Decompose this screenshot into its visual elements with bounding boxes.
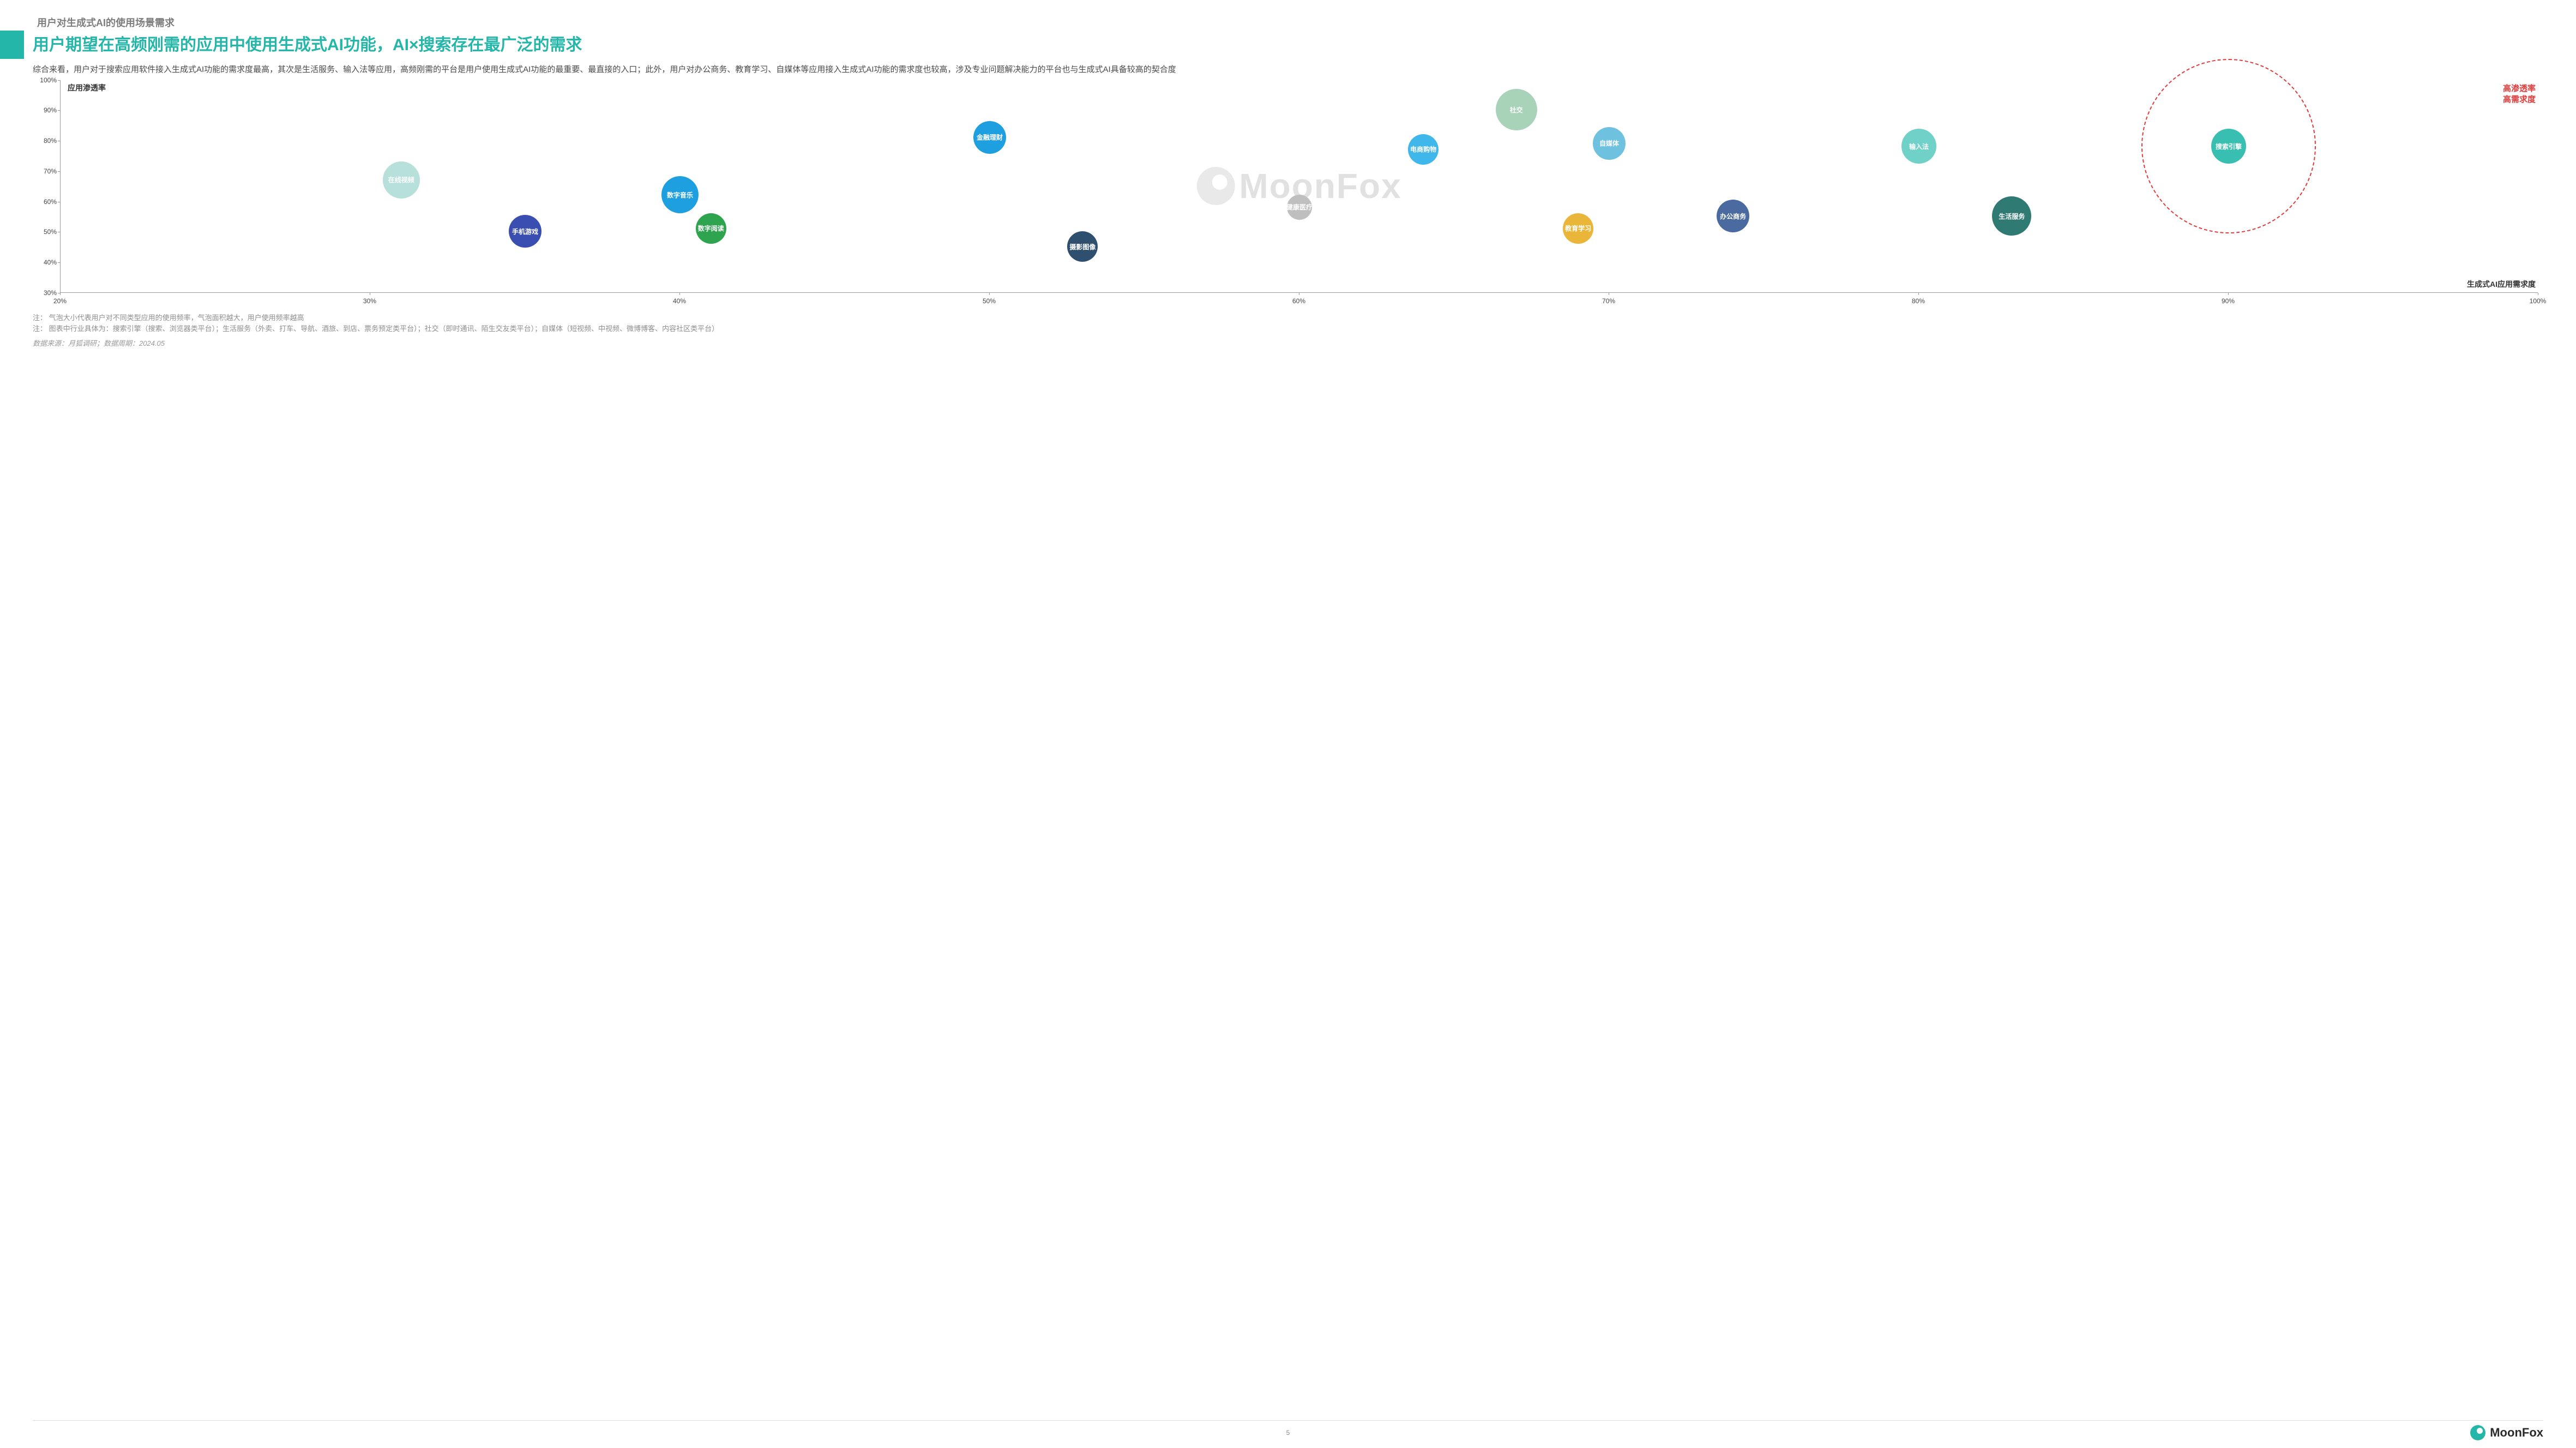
bubble-数字阅读: 数字阅读	[696, 213, 726, 244]
footer: 5 MoonFox	[33, 1420, 2543, 1440]
page-number: 5	[1286, 1429, 1290, 1437]
highlight-label: 高渗透率高需求度	[2503, 83, 2536, 106]
main-title: 用户期望在高频刚需的应用中使用生成式AI功能，AI×搜索存在最广泛的需求	[33, 35, 2543, 56]
bubble-chart: 应用渗透率 生成式AI应用需求度 MoonFox 高渗透率高需求度在线视频手机游…	[33, 80, 2543, 309]
y-tick-label: 50%	[38, 228, 57, 236]
x-tick-label: 100%	[2530, 297, 2547, 305]
bubble-摄影图像: 摄影图像	[1067, 231, 1098, 262]
bubble-数字音乐: 数字音乐	[661, 176, 699, 213]
brand-text: MoonFox	[2490, 1426, 2543, 1440]
y-tick-label: 100%	[38, 76, 57, 84]
x-tick-label: 90%	[2222, 297, 2235, 305]
y-tick-label: 80%	[38, 137, 57, 145]
x-tick-label: 60%	[1292, 297, 1305, 305]
x-tick-label: 30%	[363, 297, 376, 305]
brand-icon	[2470, 1425, 2485, 1440]
x-tick-label: 50%	[983, 297, 996, 305]
footnotes: 注： 气泡大小代表用户对不同类型应用的使用频率，气泡面积越大，用户使用频率越高 …	[33, 313, 2543, 334]
bubble-手机游戏: 手机游戏	[509, 215, 541, 248]
footnote-2: 注： 图表中行业具体为：搜索引擎（搜索、浏览器类平台）；生活服务（外卖、打车、导…	[33, 323, 2543, 334]
brand-logo: MoonFox	[2470, 1425, 2543, 1440]
bubble-自媒体: 自媒体	[1593, 127, 1626, 160]
watermark-icon	[1196, 167, 1235, 205]
bubble-输入法: 输入法	[1901, 129, 1936, 164]
y-tick-label: 90%	[38, 106, 57, 114]
x-tick-label: 80%	[1912, 297, 1925, 305]
bubble-搜索引擎: 搜索引擎	[2211, 129, 2246, 164]
data-source: 数据来源：月狐调研；数据周期：2024.05	[33, 338, 2543, 348]
y-tick-label: 70%	[38, 167, 57, 175]
plot-area: MoonFox 高渗透率高需求度在线视频手机游戏 数字音乐数字阅读 金融理财摄影图像…	[60, 80, 2538, 293]
bubble-金融理财: 金融理财	[973, 121, 1006, 154]
accent-bar	[0, 31, 24, 59]
x-tick-label: 40%	[673, 297, 686, 305]
bubble-教育学习: 教育学习	[1563, 213, 1593, 244]
x-tick-label: 20%	[53, 297, 67, 305]
x-tick-label: 70%	[1602, 297, 1615, 305]
y-tick-label: 40%	[38, 259, 57, 266]
footnote-1: 注： 气泡大小代表用户对不同类型应用的使用频率，气泡面积越大，用户使用频率越高	[33, 313, 2543, 323]
bubble-电商购物: 电商购物	[1408, 134, 1439, 165]
bubble-健康医疗: 健康医疗	[1287, 195, 1312, 220]
bubble-在线视频: 在线视频	[383, 161, 420, 199]
bubble-社交: 社交	[1496, 89, 1537, 130]
y-tick-label: 30%	[38, 289, 57, 297]
bubble-生活服务: 生活服务	[1992, 196, 2031, 236]
body-paragraph: 综合来看，用户对于搜索应用软件接入生成式AI功能的需求度最高，其次是生活服务、输…	[33, 63, 2543, 76]
y-tick-label: 60%	[38, 198, 57, 206]
bubble-办公商务: 办公商务	[1717, 200, 1749, 232]
watermark-text: MoonFox	[1239, 166, 1401, 206]
eyebrow-title: 用户对生成式AI的使用场景需求	[37, 15, 2543, 29]
